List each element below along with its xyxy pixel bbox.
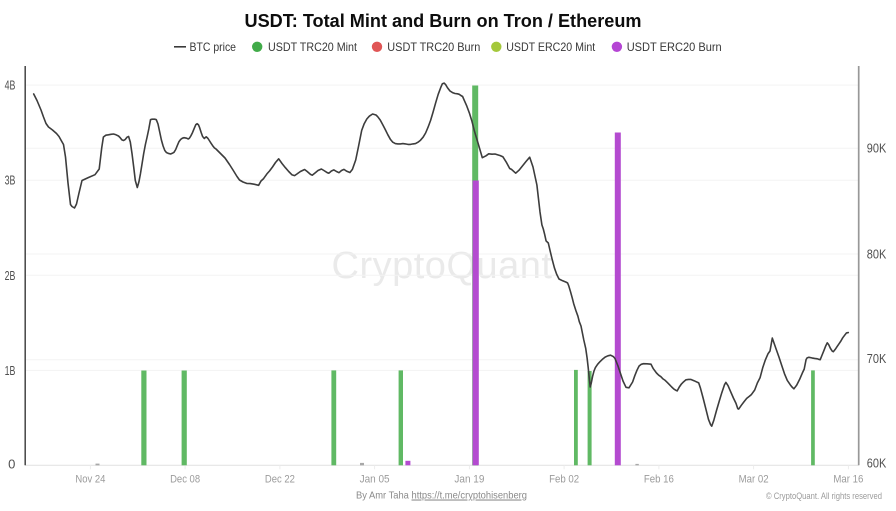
- svg-text:3B: 3B: [5, 173, 16, 188]
- svg-text:2B: 2B: [5, 268, 16, 283]
- svg-text:By Amr Taha https://t.me/crypt: By Amr Taha https://t.me/cryptohisenberg: [356, 490, 527, 502]
- svg-text:Jan 05: Jan 05: [360, 474, 390, 486]
- svg-text:USDT TRC20 Burn: USDT TRC20 Burn: [387, 41, 480, 54]
- svg-text:Mar 16: Mar 16: [833, 474, 863, 486]
- svg-text:1B: 1B: [5, 363, 16, 378]
- svg-text:Mar 02: Mar 02: [739, 474, 769, 486]
- svg-text:USDT ERC20 Mint: USDT ERC20 Mint: [506, 41, 596, 54]
- svg-text:Nov 24: Nov 24: [75, 474, 105, 486]
- svg-text:© CryptoQuant. All rights rese: © CryptoQuant. All rights reserved: [766, 491, 882, 501]
- svg-text:0: 0: [8, 457, 15, 472]
- svg-text:80K: 80K: [867, 247, 887, 262]
- svg-text:Jan 19: Jan 19: [454, 474, 484, 486]
- svg-text:4B: 4B: [5, 78, 16, 93]
- svg-text:Feb 02: Feb 02: [549, 474, 579, 486]
- svg-text:BTC price: BTC price: [190, 41, 237, 54]
- svg-text:60K: 60K: [867, 456, 887, 471]
- svg-text:Feb 16: Feb 16: [644, 474, 674, 486]
- svg-text:Dec 08: Dec 08: [170, 474, 200, 486]
- svg-text:90K: 90K: [867, 141, 887, 156]
- svg-text:70K: 70K: [867, 351, 887, 366]
- svg-text:Dec 22: Dec 22: [265, 474, 295, 486]
- svg-text:USDT TRC20 Mint: USDT TRC20 Mint: [268, 41, 358, 54]
- svg-text:CryptoQuant: CryptoQuant: [332, 245, 553, 287]
- svg-text:USDT ERC20 Burn: USDT ERC20 Burn: [627, 41, 722, 54]
- svg-text:USDT: Total Mint and Burn on T: USDT: Total Mint and Burn on Tron / Ethe…: [245, 11, 642, 31]
